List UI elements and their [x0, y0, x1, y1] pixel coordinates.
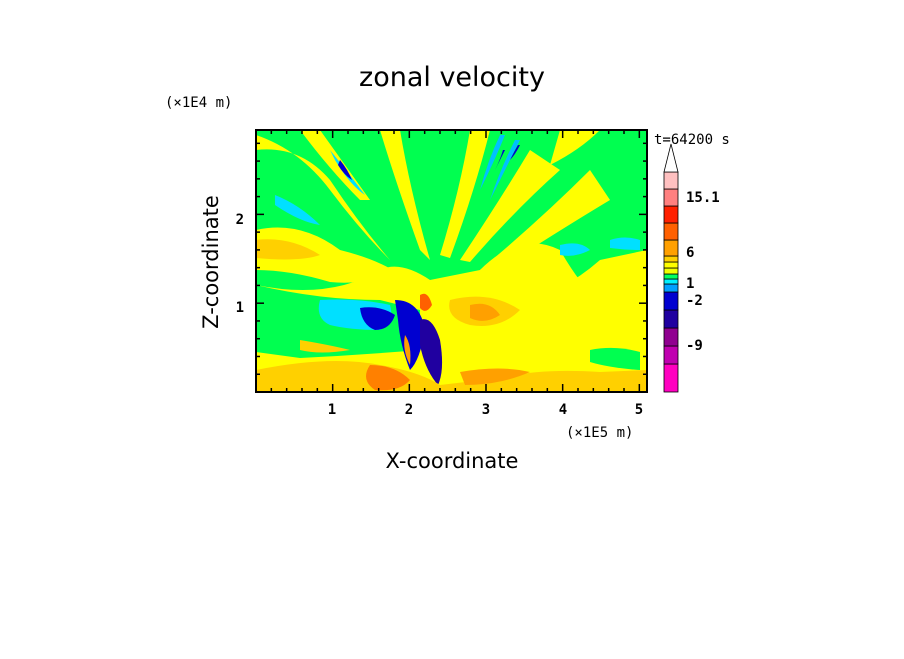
colorbar-swatch	[663, 363, 679, 393]
colorbar-swatch	[663, 309, 679, 329]
x-tick-label: 1	[328, 402, 336, 418]
colorbar-swatch	[663, 239, 679, 257]
colorbar-label: 15.1	[686, 190, 720, 206]
colorbar-swatch	[663, 267, 679, 275]
colorbar-swatch	[663, 171, 679, 190]
colorbar-swatch	[663, 345, 679, 365]
colorbar-swatch	[663, 278, 679, 285]
y-axis-label: Z-coordinate	[199, 195, 223, 329]
colorbar	[663, 143, 679, 393]
colorbar-swatch	[663, 255, 679, 263]
colorbar-swatch	[663, 283, 679, 293]
y-tick-label: 1	[236, 300, 244, 316]
colorbar-swatch	[663, 273, 679, 280]
x-tick-label: 4	[559, 402, 567, 418]
colorbar-swatch	[663, 291, 679, 311]
colorbar-label: -2	[686, 293, 703, 309]
y-unit-label: (×1E4 m)	[165, 95, 232, 111]
plot-frame	[255, 129, 648, 393]
colorbar-swatch	[663, 188, 679, 207]
x-tick-label: 5	[635, 402, 643, 418]
x-axis-label: X-coordinate	[386, 449, 519, 473]
x-ticks	[270, 130, 641, 392]
colorbar-label: 6	[686, 245, 694, 261]
time-label: t=64200 s	[654, 132, 730, 148]
colorbar-overflow-triangle	[663, 143, 679, 173]
y-ticks	[256, 142, 647, 375]
chart-title: zonal velocity	[359, 62, 545, 93]
x-tick-label: 2	[405, 402, 413, 418]
colorbar-swatch	[663, 222, 679, 241]
colorbar-swatch	[663, 327, 679, 347]
colorbar-swatch	[663, 205, 679, 224]
x-unit-label: (×1E5 m)	[566, 425, 633, 441]
colorbar-label: 1	[686, 276, 694, 292]
velocity-field	[256, 130, 647, 392]
colorbar-label: -9	[686, 338, 703, 354]
x-tick-label: 3	[482, 402, 490, 418]
y-tick-label: 2	[236, 212, 244, 228]
colorbar-swatch	[663, 261, 679, 269]
